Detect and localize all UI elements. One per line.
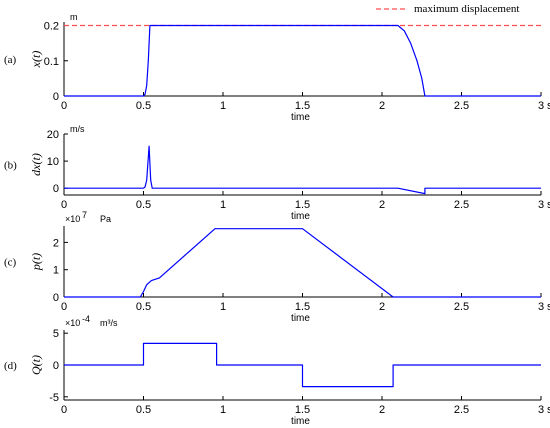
y-unit: m³/s (100, 318, 118, 328)
x-tick-label: 0 (61, 404, 67, 416)
legend-label: maximum displacement (414, 3, 519, 15)
y-exponent: -4 (82, 314, 90, 324)
y-tick-label: 0 (53, 91, 59, 103)
panel-label: (c) (4, 257, 17, 269)
x-tick-label: 1 (220, 404, 226, 416)
y-axis-label: Q(t) (29, 355, 43, 375)
x-tick-label: 3 (538, 404, 544, 416)
x-unit: s (547, 404, 550, 416)
x-tick-label: 3 (538, 100, 544, 112)
x-tick-label: 2 (379, 301, 385, 313)
x-tick-label: 1.5 (295, 301, 310, 313)
y-multiplier: ×10 (65, 214, 80, 224)
y-tick-label: 0.2 (44, 21, 59, 33)
y-unit: Pa (100, 214, 111, 224)
y-tick-label: 0 (53, 292, 59, 304)
x-tick-label: 2.5 (454, 100, 469, 112)
y-tick-label: 1 (53, 265, 59, 277)
x-tick-label: 0.5 (136, 100, 151, 112)
x-tick-label: 3 (538, 301, 544, 313)
x-axis-label: time (291, 211, 310, 222)
x-tick-label: 1.5 (295, 199, 310, 211)
x-tick-label: 0.5 (136, 199, 151, 211)
chart-panel-3: 0 0.5 1 1.5 2 2.5 3 s time 0 1 2 (c) p(t) ×10 7 Pa (4, 210, 550, 324)
y-unit: m/s (70, 124, 85, 134)
panel-label: (b) (4, 160, 17, 172)
x-tick-label: 2 (379, 199, 385, 211)
x-axis-label: time (291, 112, 310, 123)
x-axis-label: time (291, 313, 310, 324)
y-tick-label: -5 (49, 392, 59, 404)
x-tick-label: 2.5 (454, 199, 469, 211)
x-tick-label: 1 (220, 100, 226, 112)
x-unit: s (547, 100, 550, 112)
data-series-line (64, 342, 541, 388)
x-tick-label: 2 (379, 404, 385, 416)
x-tick-label: 0 (61, 100, 67, 112)
y-tick-label: 20 (47, 129, 59, 141)
y-axis-label: x(t) (29, 51, 43, 69)
data-series-line (64, 24, 541, 97)
y-tick-label: 0 (53, 183, 59, 195)
x-tick-label: 0.5 (136, 301, 151, 313)
y-exponent: 7 (82, 210, 87, 220)
y-tick-label: 0.1 (44, 56, 59, 68)
x-tick-label: 0 (61, 301, 67, 313)
x-tick-label: 1 (220, 199, 226, 211)
chart-panel-1: 0 0.5 1 1.5 2 2.5 3 s time 0 0.1 0.2 (a) x(t) m (4, 12, 550, 123)
x-tick-label: 1.5 (295, 404, 310, 416)
x-axis-label: time (291, 416, 310, 427)
x-tick-label: 2.5 (454, 301, 469, 313)
x-tick-label: 2 (379, 100, 385, 112)
chart-panel-2: 0 0.5 1 1.5 2 2.5 3 s time 0 10 20 (b) dx(t) m/s (4, 124, 550, 222)
y-tick-label: 10 (47, 156, 59, 168)
y-tick-label: 0 (53, 360, 59, 372)
x-tick-label: 1 (220, 301, 226, 313)
x-tick-label: 0.5 (136, 404, 151, 416)
y-tick-label: 2 (53, 237, 59, 249)
data-series-line (64, 228, 541, 298)
data-series-line (64, 145, 541, 195)
x-tick-label: 3 (538, 199, 544, 211)
y-axis-label: p(t) (29, 253, 43, 271)
y-axis-label: dx(t) (29, 153, 43, 176)
x-tick-label: 2.5 (454, 404, 469, 416)
x-unit: s (547, 199, 550, 211)
x-tick-label: 0 (61, 199, 67, 211)
panel-label: (d) (4, 360, 17, 372)
y-multiplier: ×10 (65, 318, 80, 328)
panel-label: (a) (4, 54, 17, 66)
x-tick-label: 1.5 (295, 100, 310, 112)
y-unit: m (70, 12, 78, 22)
x-unit: s (547, 301, 550, 313)
legend: maximum displacement (376, 3, 519, 15)
y-tick-label: 5 (53, 328, 59, 340)
